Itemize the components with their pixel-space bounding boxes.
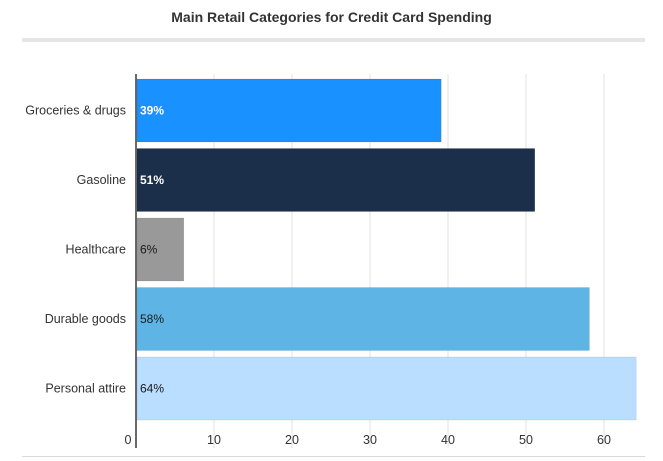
data-label-durable-goods: 58% [140, 312, 164, 326]
bar-gasoline [136, 148, 536, 212]
category-label-personal-attire: Personal attire [45, 382, 126, 396]
category-label-groceries-drugs: Groceries & drugs [25, 104, 126, 118]
bar-personal-attire [136, 356, 637, 421]
category-labels: Groceries & drugs Gasoline Healthcare Durab… [25, 104, 126, 396]
bar-healthcare [136, 217, 185, 282]
x-tick-20: 20 [285, 433, 299, 447]
data-label-groceries-drugs: 39% [140, 104, 164, 118]
title-divider [22, 38, 645, 42]
data-label-personal-attire: 64% [140, 382, 164, 396]
x-tick-50: 50 [519, 433, 533, 447]
data-label-healthcare: 6% [140, 243, 158, 257]
bar-groceries-drugs [136, 78, 442, 143]
x-tick-30: 30 [363, 433, 377, 447]
category-label-gasoline: Gasoline [77, 173, 126, 187]
data-label-gasoline: 51% [140, 173, 164, 187]
category-label-healthcare: Healthcare [66, 243, 126, 257]
x-tick-40: 40 [441, 433, 455, 447]
chart-title: Main Retail Categories for Credit Card S… [171, 9, 492, 25]
x-tick-60: 60 [597, 433, 611, 447]
bar-durable-goods [136, 287, 590, 351]
bottom-divider [22, 456, 645, 457]
data-labels: 39% 51% 6% 58% 64% [140, 104, 164, 396]
x-tick-10: 10 [207, 433, 221, 447]
bars [136, 78, 637, 421]
x-tick-labels: 0 10 20 30 40 50 60 [125, 433, 611, 447]
category-label-durable-goods: Durable goods [45, 312, 126, 326]
x-tick-0: 0 [125, 433, 132, 447]
